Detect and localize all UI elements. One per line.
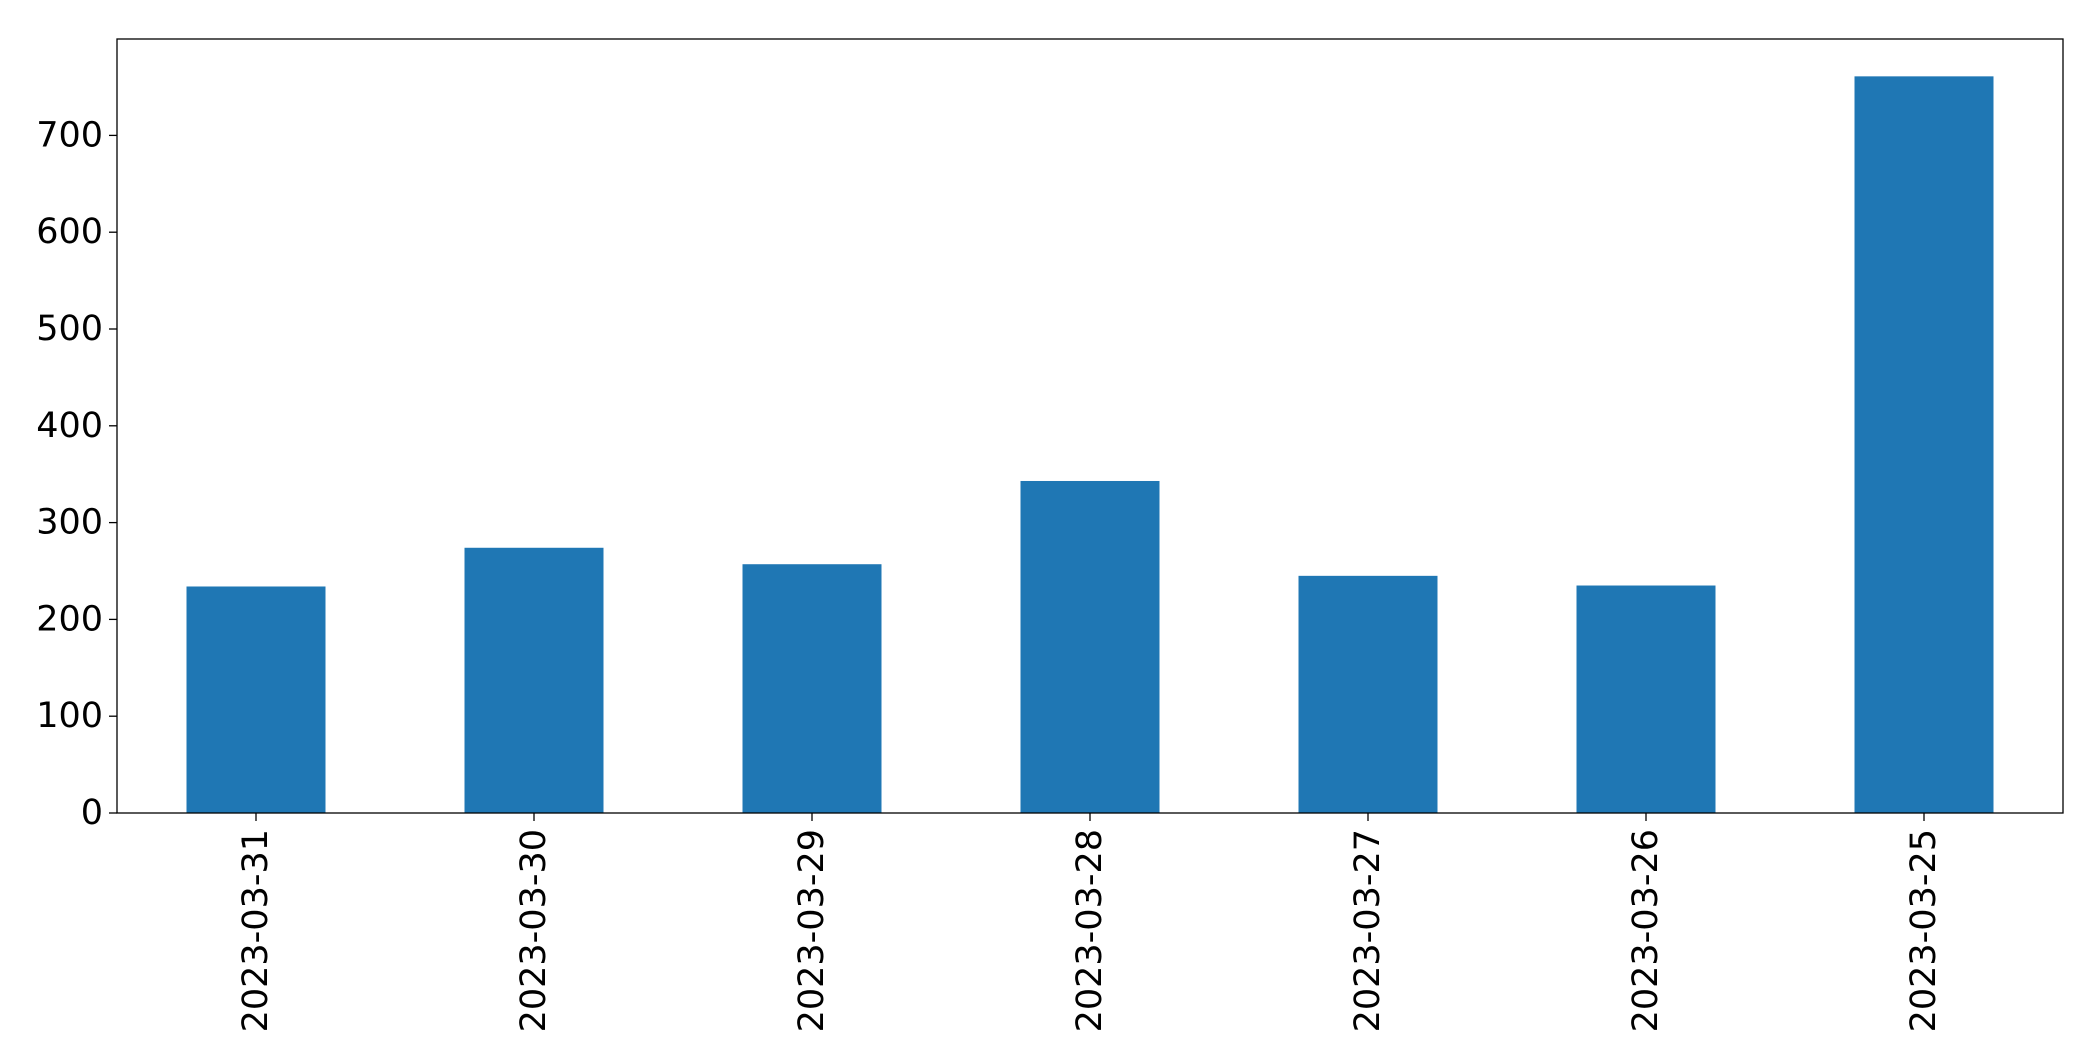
x-tick-label: 2023-03-29 bbox=[792, 829, 832, 1032]
bar-2023-03-28 bbox=[1020, 480, 1160, 813]
x-tick-label: 2023-03-25 bbox=[1904, 829, 1944, 1032]
x-tick-label: 2023-03-30 bbox=[514, 829, 554, 1032]
x-tick-label: 2023-03-28 bbox=[1070, 829, 1110, 1032]
bar-2023-03-26 bbox=[1576, 585, 1716, 813]
plot-frame bbox=[116, 38, 2064, 814]
x-tick-label: 2023-03-26 bbox=[1626, 829, 1666, 1032]
bar-2023-03-30 bbox=[464, 547, 604, 813]
y-tick-label: 200 bbox=[36, 599, 103, 639]
y-tick-label: 400 bbox=[36, 406, 103, 446]
y-tick-label: 600 bbox=[36, 212, 103, 252]
y-tick-label: 700 bbox=[36, 115, 103, 155]
x-tick-label: 2023-03-27 bbox=[1348, 829, 1388, 1032]
x-tick-label: 2023-03-31 bbox=[236, 829, 276, 1032]
bar-2023-03-29 bbox=[742, 564, 882, 813]
x-axis: 2023-03-31 2023-03-30 2023-03-29 2023-03-28… bbox=[236, 813, 1944, 1032]
y-tick-label: 100 bbox=[36, 696, 103, 736]
y-tick-label: 300 bbox=[36, 503, 103, 543]
bar-2023-03-27 bbox=[1298, 575, 1438, 813]
y-axis: 0 100 200 300 400 500 600 700 bbox=[36, 115, 117, 833]
bars-layer bbox=[186, 76, 1994, 814]
bar-2023-03-31 bbox=[186, 586, 326, 813]
bar-2023-03-25 bbox=[1854, 76, 1994, 814]
y-tick-label: 0 bbox=[81, 793, 103, 833]
y-tick-label: 500 bbox=[36, 309, 103, 349]
